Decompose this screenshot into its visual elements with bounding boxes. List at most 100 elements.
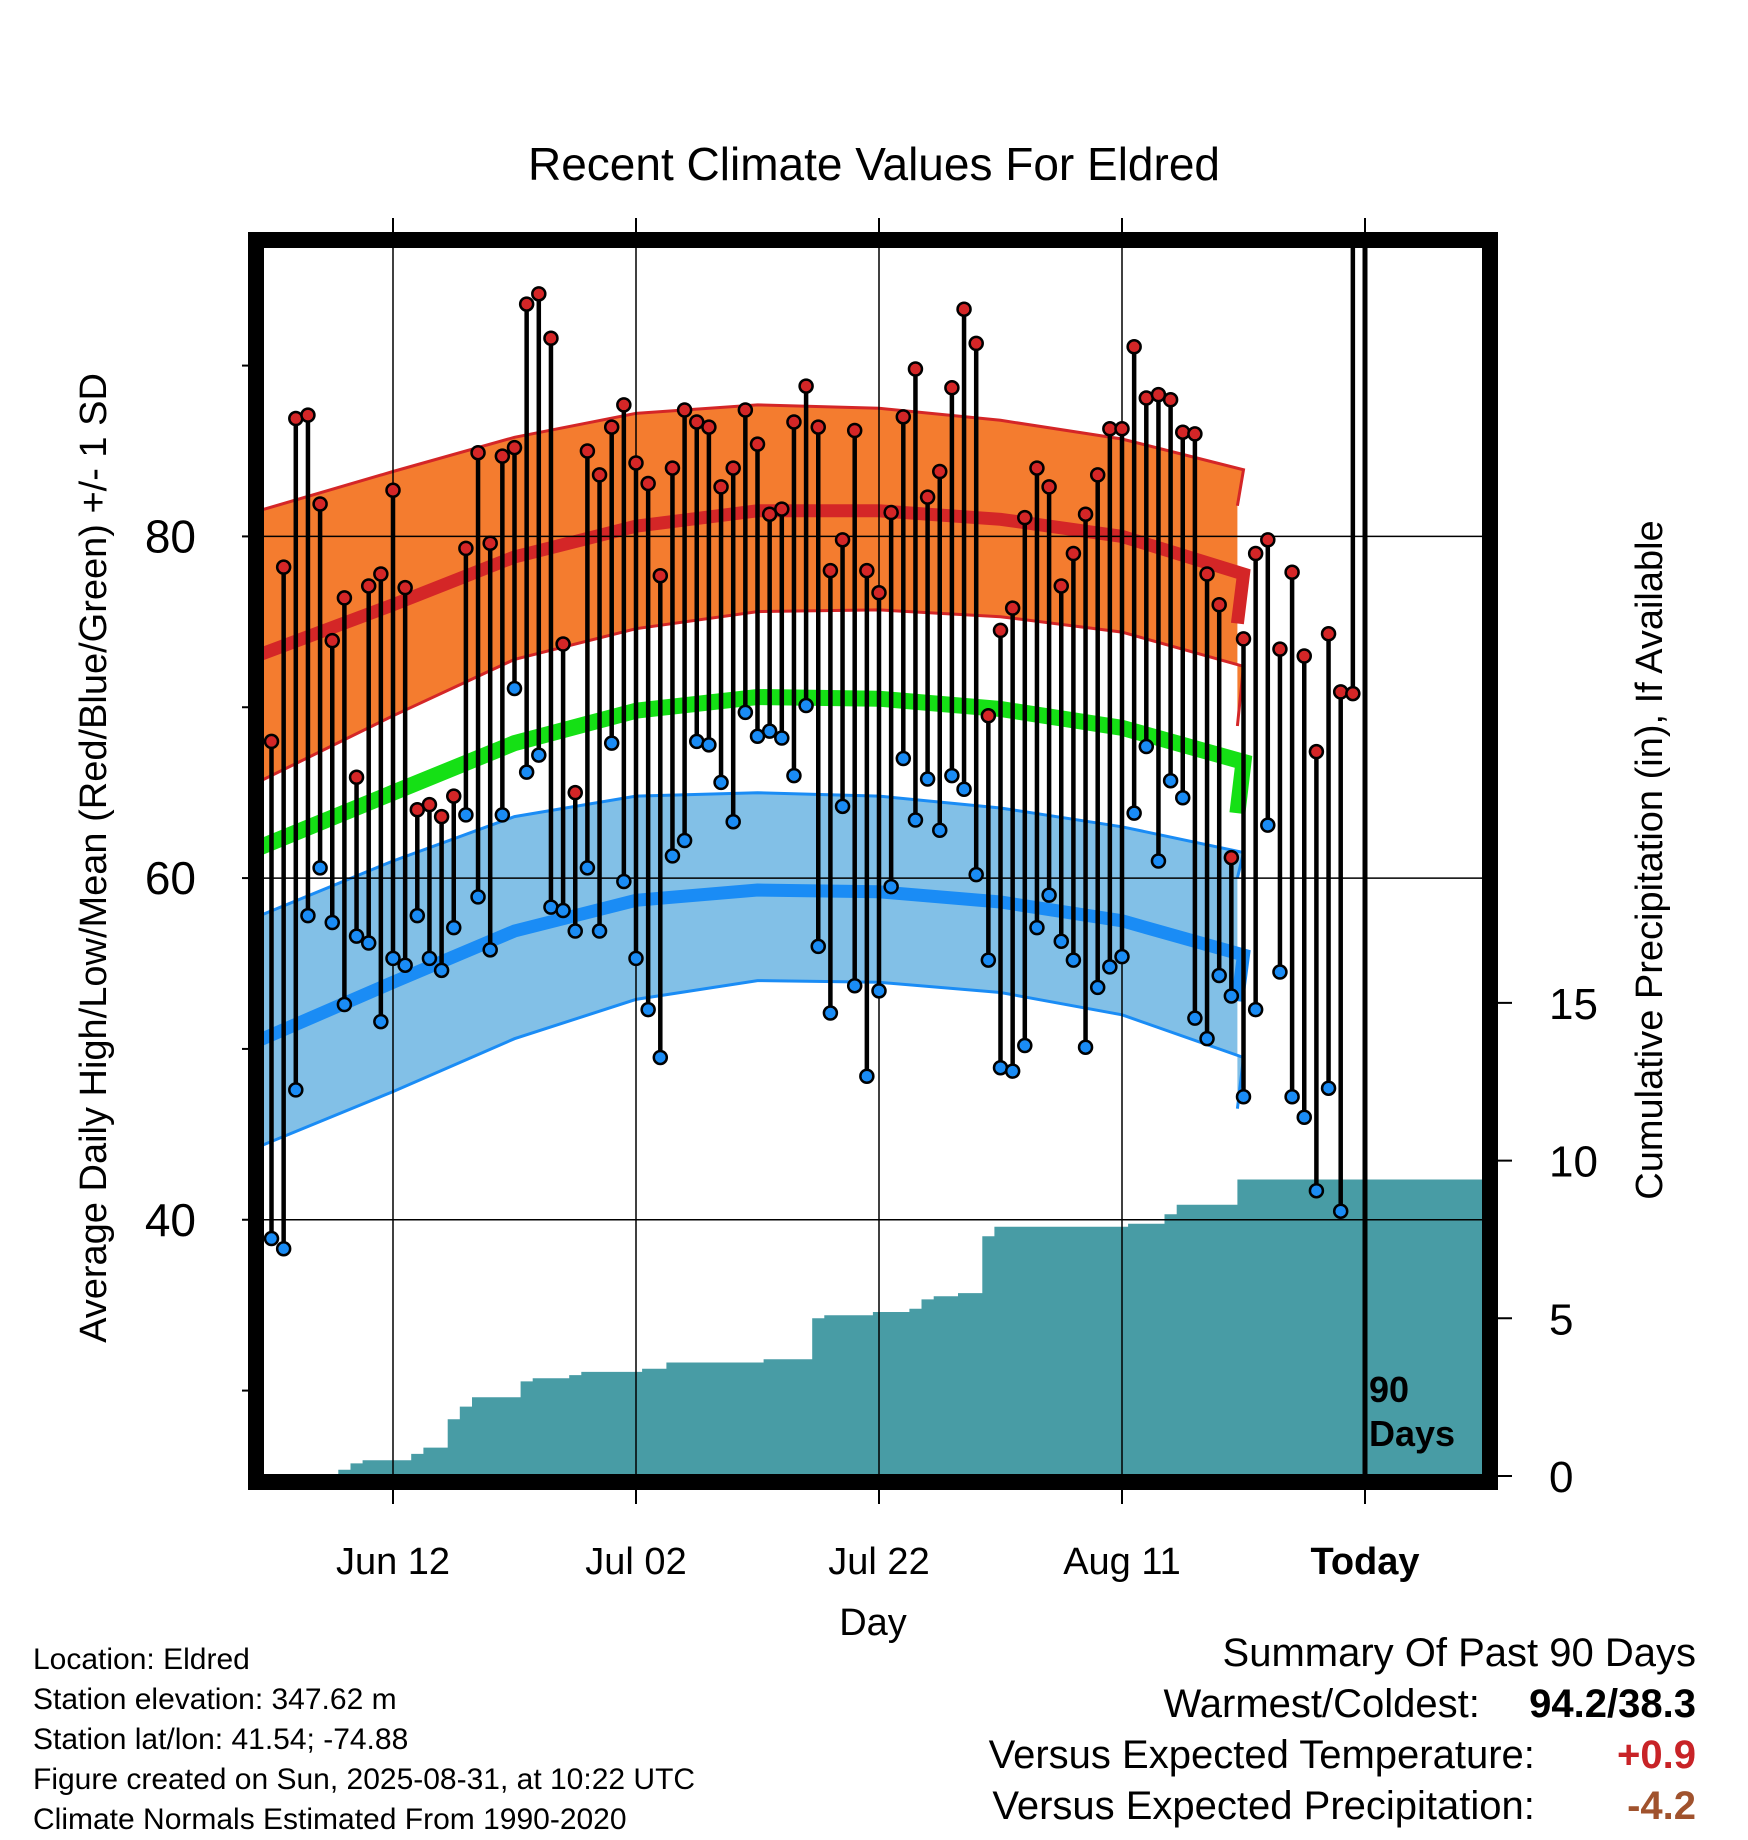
daily-high-point — [664, 460, 681, 476]
daily-high-point — [932, 463, 948, 480]
daily-high-point — [336, 590, 353, 606]
daily-low-point — [1211, 967, 1227, 984]
daily-low-point — [1077, 1039, 1094, 1055]
daily-low-point — [421, 950, 438, 967]
daily-low-point — [871, 983, 887, 999]
daily-high-point — [919, 489, 936, 505]
daily-high-point — [494, 448, 511, 464]
daily-low-point — [312, 860, 328, 876]
daily-low-point — [1114, 948, 1130, 965]
daily-low-point — [859, 1068, 875, 1084]
plot-frame — [248, 232, 1498, 1490]
high-sd-band — [262, 404, 1244, 781]
temp-value: +0.9 — [1617, 1733, 1696, 1777]
daily-low-point — [1041, 887, 1057, 903]
daily-high-point — [348, 769, 365, 786]
daily-low-point — [518, 764, 535, 780]
x-tick-label: Jul 02 — [585, 1541, 686, 1583]
daily-high-point — [640, 475, 656, 492]
created-text: Figure created on Sun, 2025-08-31, at 10… — [33, 1763, 696, 1796]
precip-value: -4.2 — [1627, 1784, 1696, 1828]
daily-low-point — [810, 938, 826, 955]
daily-high-point — [1114, 421, 1130, 437]
daily-low-point — [1065, 952, 1082, 968]
daily-high-point — [263, 733, 280, 750]
daily-high-point — [798, 378, 814, 394]
daily-high-point — [567, 784, 583, 801]
daily-low-point — [470, 889, 486, 905]
daily-low-point — [664, 848, 681, 864]
daily-low-point — [932, 822, 948, 838]
x-tick-label: Jul 22 — [828, 1541, 929, 1583]
daily-high-point — [1247, 545, 1264, 562]
daily-high-point — [1296, 648, 1312, 664]
daily-low-point — [1150, 853, 1167, 869]
daily-low-point — [385, 950, 401, 967]
daily-high-point — [1089, 467, 1106, 483]
daily-low-point — [433, 962, 450, 979]
daily-low-point — [907, 812, 924, 828]
daily-high-point — [1004, 600, 1021, 616]
daily-low-point — [1308, 1182, 1325, 1199]
normals-text: Climate Normals Estimated From 1990-2020 — [33, 1803, 627, 1836]
daily-high-point — [482, 535, 498, 551]
warm-cold-label: Warmest/Coldest: — [1163, 1682, 1480, 1726]
daily-high-point — [312, 496, 328, 512]
daily-high-point — [1126, 339, 1142, 355]
daily-low-point — [373, 1013, 389, 1030]
summary-panel: Summary Of Past 90 Days Warmest/Coldest:… — [989, 1628, 1696, 1832]
daily-high-point — [725, 460, 741, 476]
daily-high-point — [786, 414, 802, 430]
daily-low-point — [1004, 1063, 1021, 1079]
y2-tick-label: 10 — [1549, 1138, 1598, 1187]
daily-high-point — [1332, 684, 1349, 700]
daily-low-point — [1272, 964, 1288, 980]
daily-low-point — [263, 1230, 280, 1247]
daily-high-point — [834, 532, 851, 548]
daily-high-point — [1284, 564, 1300, 581]
station-info: Location: Eldred Station elevation: 347.… — [33, 1640, 695, 1840]
daily-high-point — [506, 439, 523, 456]
x-tick-label: Today — [1310, 1541, 1419, 1583]
daily-low-point — [846, 977, 863, 994]
daily-low-point — [737, 704, 754, 721]
location-text: Location: Eldred — [33, 1643, 250, 1676]
y2-axis-label: Cumulative Precipitation (in), If Availa… — [1629, 520, 1671, 1199]
daily-high-point — [652, 567, 669, 584]
daily-high-point — [1029, 460, 1045, 476]
daily-low-point — [725, 813, 741, 830]
daily-low-point — [761, 723, 778, 739]
daily-low-point — [1247, 1001, 1264, 1018]
low-sd-band — [262, 792, 1244, 1146]
x-tick-label: Jun 12 — [336, 1541, 450, 1583]
daily-low-point — [834, 798, 851, 815]
daily-high-point — [1260, 532, 1276, 548]
daily-high-point — [968, 335, 984, 352]
daily-high-point — [713, 479, 729, 495]
precip-area — [265, 1179, 1484, 1476]
daily-low-point — [579, 860, 596, 876]
daily-high-point — [822, 562, 839, 579]
daily-low-point — [895, 750, 912, 767]
y-tick-label: 80 — [145, 510, 196, 562]
daily-high-point — [555, 636, 571, 652]
daily-low-point — [640, 1001, 656, 1018]
daily-high-point — [1345, 685, 1361, 702]
daily-low-point — [701, 737, 717, 753]
daily-high-point — [1162, 392, 1179, 408]
daily-low-point — [591, 923, 608, 939]
daily-low-point — [1223, 988, 1240, 1004]
y2-tick-label: 0 — [1549, 1453, 1573, 1502]
today-marker-label-line: 90 — [1369, 1369, 1409, 1410]
daily-high-point — [421, 796, 438, 813]
daily-low-point — [1199, 1030, 1215, 1047]
daily-high-point — [275, 559, 292, 575]
daily-high-point — [1223, 849, 1240, 866]
daily-high-point — [956, 301, 972, 317]
daily-low-point — [919, 771, 936, 787]
daily-low-point — [956, 781, 972, 797]
daily-low-point — [786, 767, 802, 784]
x-tick-label: Aug 11 — [1063, 1541, 1181, 1583]
daily-high-point — [458, 540, 474, 557]
daily-low-point — [1235, 1089, 1252, 1105]
